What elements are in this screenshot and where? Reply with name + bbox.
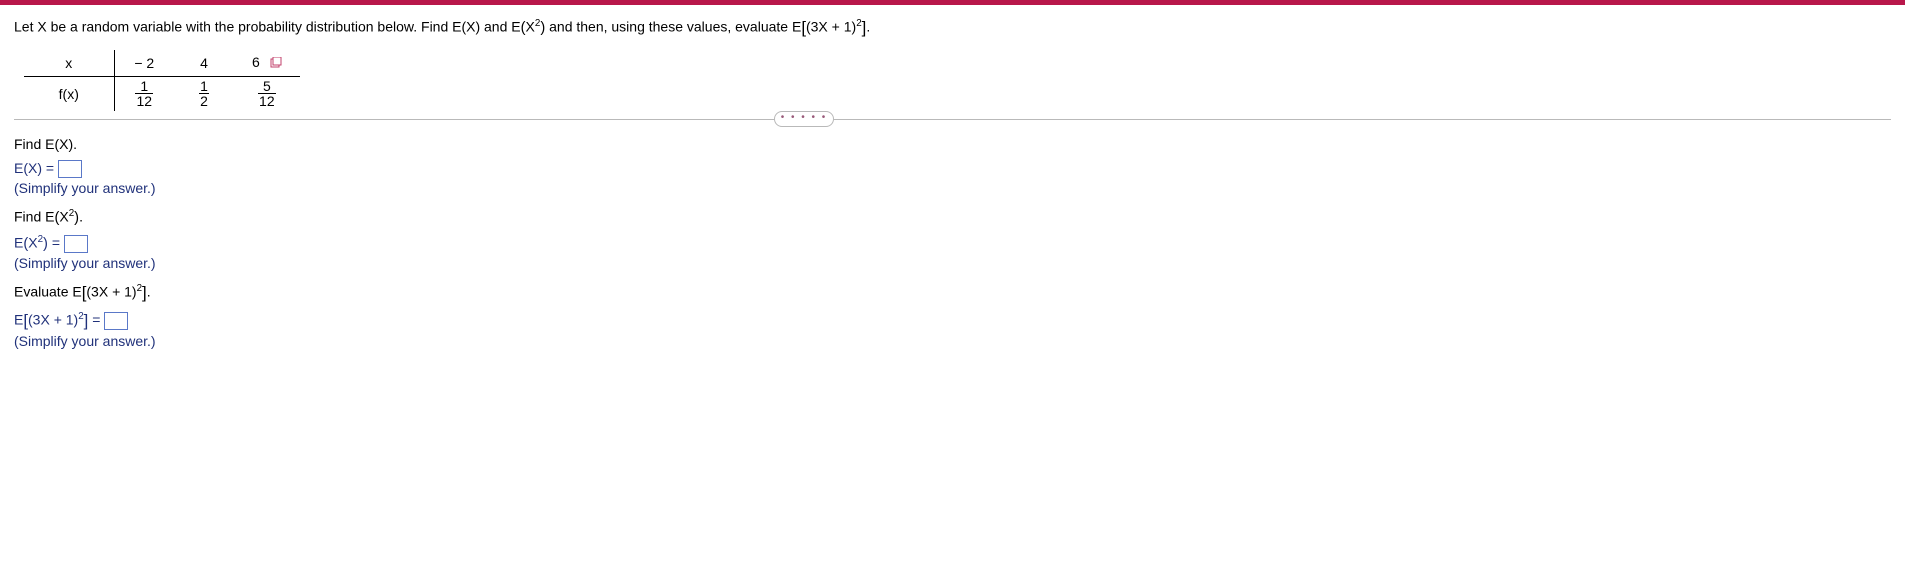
table-row: f(x) 112 12 512 — [24, 76, 300, 111]
e3-lhs-suffix: = — [88, 312, 104, 328]
fx-label: f(x) — [24, 76, 114, 111]
frac-num: 5 — [258, 79, 276, 95]
ex-input[interactable] — [58, 160, 82, 178]
x-value: 6 — [234, 50, 300, 76]
ex2-lhs-suffix: = — [48, 235, 64, 251]
eval-suffix: . — [147, 284, 151, 300]
x-label: x — [24, 50, 114, 76]
x-value: − 2 — [114, 50, 174, 76]
find-ex2-suffix: . — [79, 209, 83, 225]
fx-value: 112 — [114, 76, 174, 111]
e3-input[interactable] — [104, 312, 128, 330]
fx-value: 512 — [234, 76, 300, 111]
question-suffix: . — [866, 19, 870, 35]
x2-base: X — [28, 235, 37, 251]
br-inner: (3X + 1) — [28, 312, 78, 328]
popout-icon[interactable] — [270, 56, 282, 72]
br-inner: (3X + 1) — [86, 284, 136, 300]
frac-den: 12 — [258, 94, 276, 109]
step-eval: Evaluate E[(3X + 1)2]. — [14, 283, 1891, 303]
simplify-hint: (Simplify your answer.) — [14, 333, 1891, 349]
ex-lhs: E(X) = — [14, 160, 58, 176]
question-mid: and then, using these values, evaluate E — [545, 19, 801, 35]
step-find-ex2: Find E(X2). — [14, 208, 1891, 226]
ex-answer-line: E(X) = — [14, 160, 1891, 178]
frac-num: 1 — [199, 79, 209, 95]
table-row: x − 2 4 6 — [24, 50, 300, 76]
question-text: Let X be a random variable with the prob… — [14, 15, 1891, 40]
e3-answer-line: E[(3X + 1)2] = — [14, 311, 1891, 331]
question-content: Let X be a random variable with the prob… — [0, 5, 1905, 371]
eval-prefix: Evaluate E — [14, 284, 82, 300]
distribution-table: x − 2 4 6 f(x) 112 12 512 — [24, 50, 300, 111]
expand-pill[interactable]: • • • • • — [774, 111, 834, 127]
e3-lhs-prefix: E — [14, 312, 23, 328]
br-inner: (3X + 1) — [806, 19, 856, 35]
step-find-ex: Find E(X). — [14, 136, 1891, 152]
frac-den: 12 — [135, 94, 153, 109]
x2-base: X — [59, 209, 68, 225]
simplify-hint: (Simplify your answer.) — [14, 255, 1891, 271]
frac-num: 1 — [135, 79, 153, 95]
ex2-input[interactable] — [64, 235, 88, 253]
divider-line — [14, 119, 1891, 120]
fx-value: 12 — [174, 76, 234, 111]
simplify-hint: (Simplify your answer.) — [14, 180, 1891, 196]
frac-den: 2 — [199, 94, 209, 109]
section-divider: • • • • • — [14, 119, 1891, 120]
question-prefix: Let X be a random variable with the prob… — [14, 19, 521, 35]
ex2-answer-line: E(X2) = — [14, 234, 1891, 253]
x-value: 4 — [174, 50, 234, 76]
x2-base: X — [526, 19, 535, 35]
x-value-text: 6 — [252, 54, 260, 70]
ex2-lhs-prefix: E — [14, 235, 23, 251]
find-ex2-prefix: Find E — [14, 209, 54, 225]
